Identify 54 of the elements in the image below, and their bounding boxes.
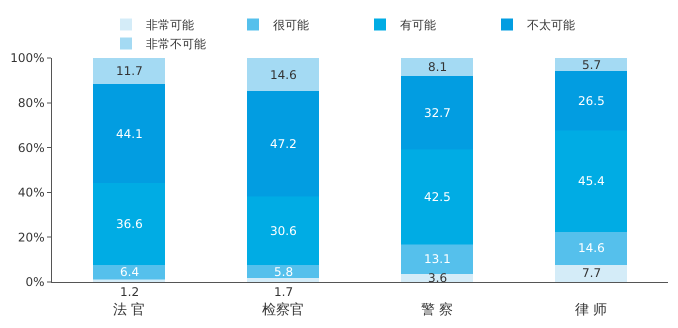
data-label: 5.8 <box>274 265 294 279</box>
bar <box>554 70 628 130</box>
bar <box>400 76 474 150</box>
bar <box>246 278 320 282</box>
x-tick-label: 检察官 <box>262 302 304 318</box>
data-label: 14.6 <box>578 241 605 255</box>
data-label: 13.1 <box>424 252 451 266</box>
bar <box>92 58 166 84</box>
y-tick-label: 0% <box>26 275 45 290</box>
bar <box>246 58 320 91</box>
legend-label: 有可能 <box>400 18 436 32</box>
data-label: 3.6 <box>428 271 448 285</box>
data-label: 7.7 <box>582 266 602 280</box>
legend-label: 非常不可能 <box>146 37 206 52</box>
data-label: 36.6 <box>116 217 143 231</box>
bar <box>92 84 166 183</box>
bar <box>92 182 166 265</box>
data-label: 8.1 <box>428 60 448 74</box>
x-tick-label: 法 官 <box>112 302 146 318</box>
data-label: 14.6 <box>270 68 297 82</box>
data-label: 44.1 <box>116 127 143 141</box>
legend-label: 很可能 <box>273 18 309 32</box>
data-label: 42.5 <box>424 190 451 204</box>
data-label: 5.7 <box>582 58 602 72</box>
data-label: 32.7 <box>424 106 451 120</box>
data-label: 26.5 <box>578 94 605 108</box>
data-label: 6.4 <box>120 265 140 279</box>
bar <box>400 58 474 76</box>
bar <box>92 279 166 282</box>
y-tick-label: 80% <box>18 96 45 110</box>
bar <box>400 149 474 245</box>
y-tick-label: 100% <box>10 51 45 66</box>
bar <box>246 196 320 266</box>
data-label: 1.7 <box>274 285 294 299</box>
bar <box>554 264 628 282</box>
x-tick-label: 律 师 <box>574 302 608 318</box>
data-label: 11.7 <box>116 64 143 78</box>
data-label: 30.6 <box>270 224 297 238</box>
legend-label: 非常可能 <box>146 18 194 32</box>
data-label: 45.4 <box>578 174 605 188</box>
bar <box>246 265 320 278</box>
bar <box>400 244 474 274</box>
bar <box>554 130 628 232</box>
legend-label: 不太可能 <box>527 18 575 32</box>
y-tick-label: 60% <box>18 140 45 155</box>
data-label: 1.2 <box>120 285 140 299</box>
bar <box>246 90 320 197</box>
data-label: 47.2 <box>270 137 297 151</box>
y-tick-label: 40% <box>18 186 45 200</box>
y-tick-label: 20% <box>18 230 45 244</box>
bar <box>92 264 166 280</box>
bar <box>554 232 628 265</box>
x-tick-label: 警 察 <box>420 302 454 318</box>
bar <box>554 58 628 71</box>
